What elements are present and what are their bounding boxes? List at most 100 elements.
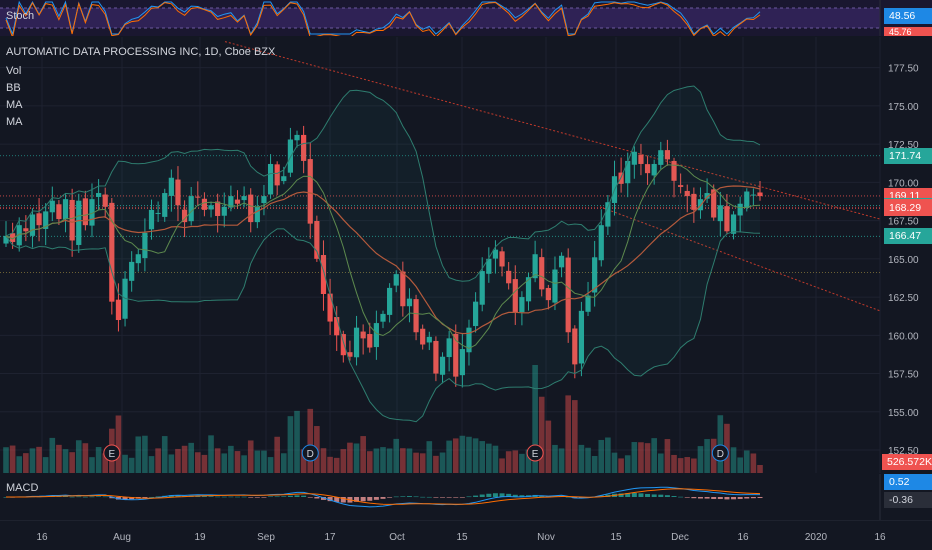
candle-body xyxy=(82,198,88,226)
candle-body xyxy=(519,297,525,313)
candle-body xyxy=(142,232,148,259)
candle-body xyxy=(592,257,598,293)
candle-body xyxy=(49,200,55,213)
macd-histogram-bar xyxy=(413,496,419,498)
stoch-value-top: 48.56 xyxy=(884,8,932,24)
volume-bar xyxy=(181,445,188,473)
price-pane[interactable]: 177.50 175.00 172.50 170.00 167.50 165.00 162.… xyxy=(0,37,932,473)
event-marker-circle xyxy=(301,444,319,462)
volume-bar xyxy=(512,450,519,473)
volume-bar xyxy=(492,445,499,473)
macd-value-bottom: -0.36 xyxy=(884,492,932,508)
chart-title: AUTOMATIC DATA PROCESSING INC, 1D, Cboe … xyxy=(6,46,276,58)
candle-body xyxy=(261,196,267,204)
macd-histogram-bar xyxy=(380,497,386,499)
macd-histogram-bar xyxy=(149,496,155,498)
macd-histogram-bar xyxy=(506,493,512,497)
volume-bar xyxy=(585,447,591,473)
macd-histogram-bar xyxy=(268,496,274,498)
volume-bar xyxy=(294,410,300,473)
candle-body xyxy=(95,193,102,197)
candle-body xyxy=(651,163,657,176)
candle-body xyxy=(711,189,717,218)
macd-histogram-bar xyxy=(155,496,161,498)
volume-bar xyxy=(9,445,16,473)
candle-body xyxy=(585,295,591,312)
price-tag: 171.74 xyxy=(884,147,932,164)
candle-body xyxy=(135,254,141,264)
volume-bar xyxy=(624,455,631,473)
volume-bar xyxy=(572,400,578,473)
price-tick-label: 162.50 xyxy=(888,293,919,304)
indicator-vol[interactable]: Vol xyxy=(6,65,22,77)
macd-histogram-bar xyxy=(486,493,492,497)
candle-body xyxy=(215,201,221,216)
macd-histogram-bar xyxy=(294,495,300,497)
macd-histogram-bar xyxy=(96,496,102,497)
stoch-pane[interactable]: Stoch 48.56 45.76 xyxy=(0,0,932,36)
price-tick-label: 152.50 xyxy=(888,446,919,457)
indicator-ma-2[interactable]: MA xyxy=(6,116,23,128)
macd-histogram-bar xyxy=(115,497,121,500)
moving-average-fast xyxy=(5,164,761,349)
candle-body xyxy=(598,225,604,261)
candle-body xyxy=(406,298,413,307)
macd-histogram-bar xyxy=(406,496,412,497)
volume-bar xyxy=(380,447,386,473)
time-tick-label: 15 xyxy=(456,532,468,543)
price-tick-label: 167.50 xyxy=(888,217,919,228)
macd-histogram-bar xyxy=(691,497,697,499)
candle-body xyxy=(565,257,571,333)
macd-pane[interactable]: MACD 0.52 -0.36 xyxy=(0,474,932,520)
volume-bar xyxy=(558,448,565,473)
volume-bar xyxy=(155,448,161,473)
volume-bar xyxy=(664,439,671,473)
volume-bar xyxy=(532,365,538,473)
candle-body xyxy=(307,159,313,224)
candle-body xyxy=(294,134,300,141)
candle-body xyxy=(367,334,373,348)
macd-histogram-bar xyxy=(744,497,750,499)
volume-bar xyxy=(280,453,287,473)
candle-body xyxy=(486,258,492,274)
price-tick-label: 170.00 xyxy=(888,178,919,189)
volume-bar xyxy=(750,453,757,473)
candle-body xyxy=(664,150,671,160)
candle-body xyxy=(102,194,108,207)
time-tick-label: 16 xyxy=(874,532,886,543)
volume-bar xyxy=(142,435,148,473)
plot-background xyxy=(0,37,932,473)
volume-bar xyxy=(717,415,724,473)
macd-histogram-bar xyxy=(446,497,452,498)
macd-histogram-bar xyxy=(301,495,307,497)
candle-body xyxy=(168,177,174,196)
macd-histogram-bar xyxy=(578,497,584,499)
candle-body xyxy=(201,198,208,210)
volume-bar xyxy=(505,451,512,473)
volume-bar xyxy=(353,443,360,473)
macd-histogram-bar xyxy=(76,496,82,498)
volume-bar xyxy=(400,448,406,473)
volume-bar xyxy=(671,454,677,473)
candle-body xyxy=(301,134,307,161)
volume-bar xyxy=(499,458,505,473)
macd-histogram-bar xyxy=(142,497,148,498)
macd-histogram-bar xyxy=(221,496,227,498)
volume-bar xyxy=(591,455,598,473)
indicator-bb[interactable]: BB xyxy=(6,82,21,94)
volume-bar xyxy=(36,446,42,473)
volume-bar xyxy=(691,458,697,473)
macd-histogram-bar xyxy=(492,493,498,497)
macd-histogram-bar xyxy=(684,497,690,498)
volume-bar xyxy=(439,452,446,473)
volume-bar xyxy=(545,420,552,473)
candle-body xyxy=(340,334,346,356)
volume-bar xyxy=(638,442,644,473)
macd-histogram-bar xyxy=(215,496,221,498)
volume-bar xyxy=(406,448,413,473)
volume-bar xyxy=(122,454,128,473)
indicator-ma-1[interactable]: MA xyxy=(6,99,23,111)
volume-bar xyxy=(3,447,9,473)
candle-body xyxy=(631,151,637,165)
volume-bar xyxy=(241,455,247,473)
